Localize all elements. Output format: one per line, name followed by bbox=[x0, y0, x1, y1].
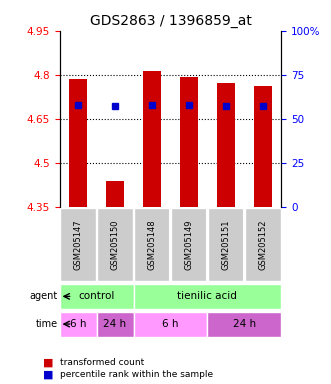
FancyBboxPatch shape bbox=[171, 209, 207, 281]
FancyBboxPatch shape bbox=[208, 209, 244, 281]
FancyBboxPatch shape bbox=[134, 209, 170, 281]
Bar bbox=[217, 83, 235, 207]
Bar bbox=[60, 284, 133, 309]
FancyBboxPatch shape bbox=[245, 209, 281, 281]
Text: transformed count: transformed count bbox=[60, 358, 144, 367]
Bar bbox=[133, 284, 281, 309]
Text: 24 h: 24 h bbox=[104, 319, 126, 329]
Bar bbox=[106, 181, 124, 207]
Text: 6 h: 6 h bbox=[70, 319, 86, 329]
Text: GSM205147: GSM205147 bbox=[73, 219, 82, 270]
Bar bbox=[133, 311, 208, 336]
Bar bbox=[97, 311, 133, 336]
Text: 24 h: 24 h bbox=[233, 319, 256, 329]
Text: tienilic acid: tienilic acid bbox=[177, 291, 237, 301]
Bar bbox=[60, 311, 97, 336]
FancyBboxPatch shape bbox=[60, 209, 96, 281]
Title: GDS2863 / 1396859_at: GDS2863 / 1396859_at bbox=[89, 14, 252, 28]
FancyBboxPatch shape bbox=[97, 209, 133, 281]
Text: ■: ■ bbox=[43, 358, 54, 368]
Text: ■: ■ bbox=[43, 369, 54, 379]
Bar bbox=[208, 311, 281, 336]
Text: GSM205148: GSM205148 bbox=[148, 219, 157, 270]
Bar bbox=[180, 77, 198, 207]
Text: GSM205149: GSM205149 bbox=[184, 220, 193, 270]
Text: GSM205151: GSM205151 bbox=[221, 220, 230, 270]
Text: control: control bbox=[78, 291, 115, 301]
Bar bbox=[69, 79, 87, 207]
Text: GSM205150: GSM205150 bbox=[111, 220, 119, 270]
Text: 6 h: 6 h bbox=[162, 319, 179, 329]
Text: percentile rank within the sample: percentile rank within the sample bbox=[60, 370, 213, 379]
Bar bbox=[143, 71, 161, 207]
Bar bbox=[254, 86, 272, 207]
Text: time: time bbox=[36, 319, 58, 329]
Text: agent: agent bbox=[29, 291, 58, 301]
Text: GSM205152: GSM205152 bbox=[259, 220, 267, 270]
